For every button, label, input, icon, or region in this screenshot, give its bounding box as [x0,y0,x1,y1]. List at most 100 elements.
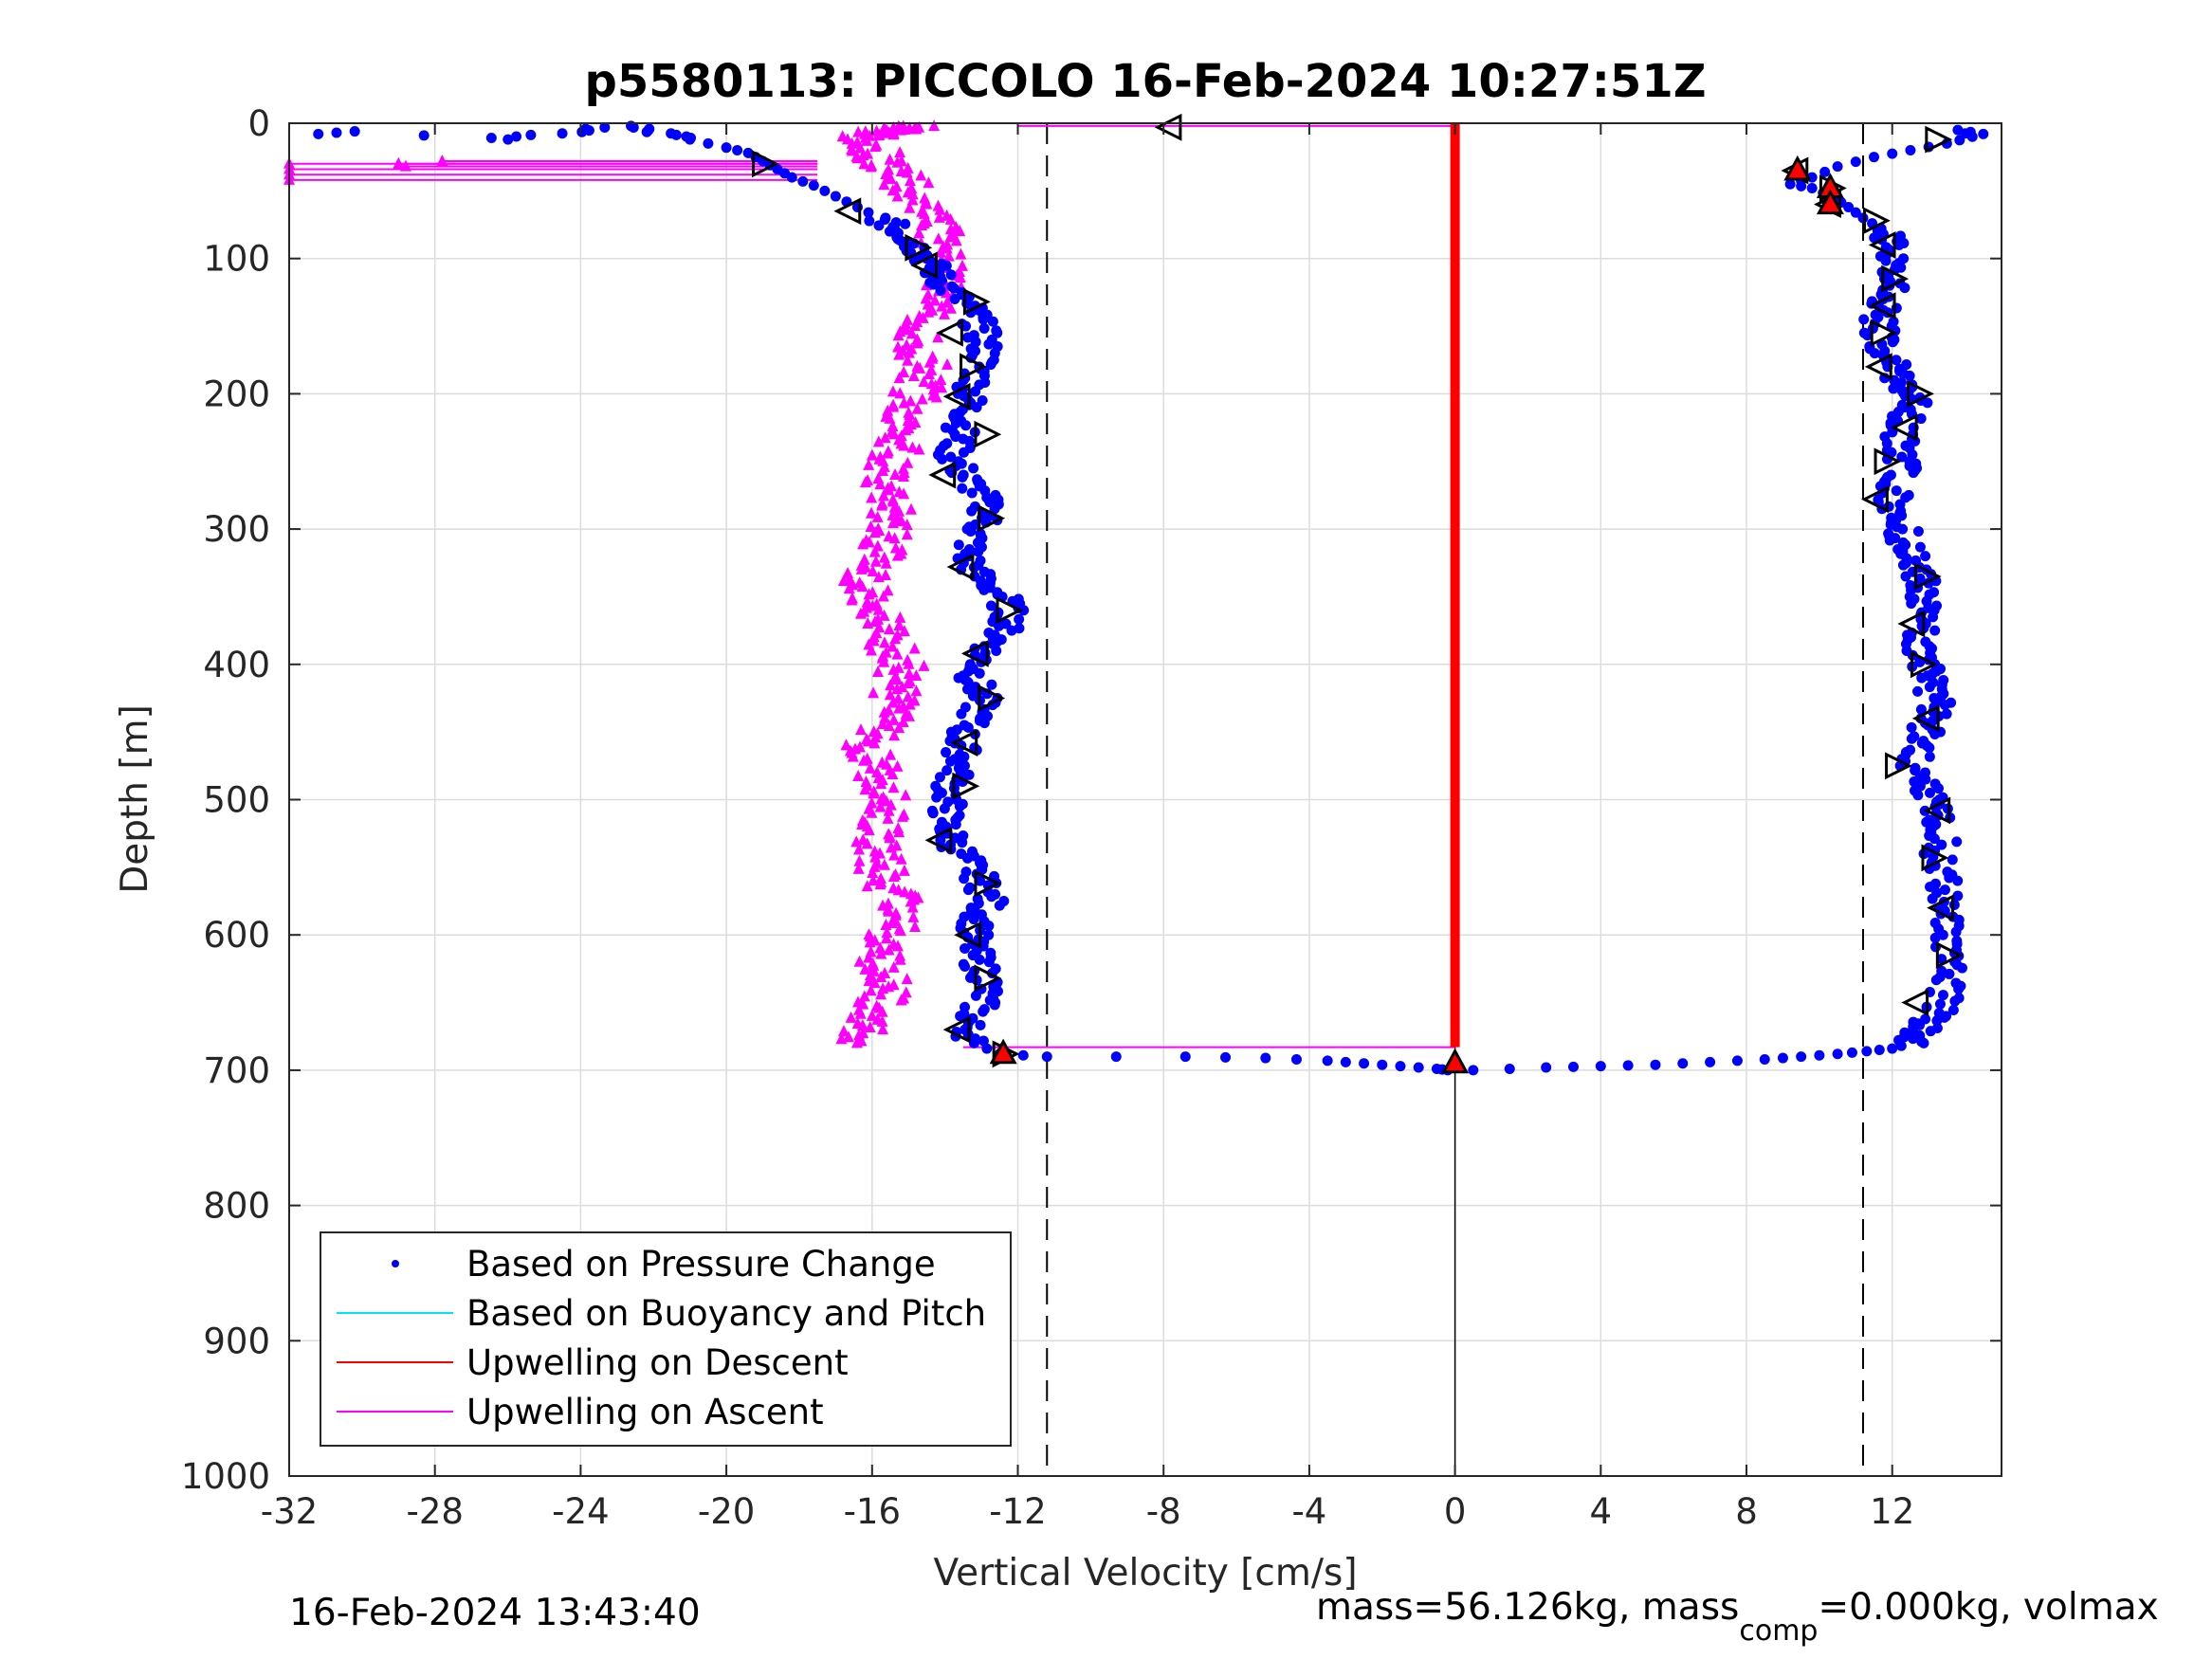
ascent-upwelling-point [941,296,953,308]
ascent-upwelling-point [893,485,905,498]
pressure-change-point [978,1006,989,1017]
red-triangle-marker [1816,189,1844,215]
pressure-change-point [819,185,831,196]
pressure-change-point [525,129,537,140]
ascent-upwelling-point [875,872,887,884]
pressure-change-point [1814,1049,1825,1061]
pressure-change-point [1290,1053,1302,1065]
ascent-upwelling-point [896,681,908,693]
red-triangle-marker [1441,1048,1470,1074]
pressure-change-point [1883,528,1894,539]
ascent-upwelling-point [860,534,872,546]
ascent-upwelling-point [883,828,895,840]
ascent-upwelling-point [879,966,891,978]
pressure-change-point [1919,767,1930,778]
pressure-change-point [957,837,968,848]
pressure-change-point [974,667,985,679]
ascent-upwelling-point [866,796,878,809]
y-tick-label: 300 [203,509,270,550]
descent-triangle-marker [924,826,953,854]
ascent-upwelling-point [897,715,909,727]
pressure-change-point [968,1037,979,1048]
ascent-upwelling-point [911,315,923,327]
pressure-change-point [957,483,968,494]
pressure-change-point [961,852,973,864]
ascent-upwelling-point [871,665,884,677]
ascent-upwelling-point [865,945,877,957]
pressure-change-point [1650,1059,1661,1070]
x-tick-label: -20 [698,1491,755,1532]
pressure-change-point [863,207,874,218]
pressure-change-point [966,505,978,517]
ascent-upwelling-point [950,221,962,233]
ascent-upwelling-point [878,609,890,621]
ascent-upwelling-point [863,458,875,470]
pressure-change-point [945,269,957,281]
pressure-change-point [1951,836,1963,848]
ascent-upwelling-point [893,372,905,384]
x-tick-label: -8 [1146,1491,1181,1532]
ascent-upwelling-point [891,629,904,641]
pressure-change-point [1796,1051,1807,1063]
pressure-change-point [1891,485,1902,497]
ascent-upwelling-point [878,121,890,134]
pressure-change-point [830,191,841,202]
ascent-upwelling-point [892,822,905,834]
ascent-upwelling-point [846,592,858,604]
pressure-change-point [945,451,957,463]
pressure-change-point [1931,600,1943,611]
x-tick-label: 8 [1735,1491,1758,1532]
pressure-change-point [978,314,989,325]
ascent-upwelling-point [915,169,927,181]
ascent-upwelling-point [887,882,900,894]
pressure-change-point [1910,555,1922,566]
pressure-change-point [1906,721,1917,733]
pressure-change-point [1568,1061,1579,1072]
ascent-upwelling-point [860,733,872,745]
ascent-upwelling-point [869,555,882,567]
pressure-change-point [1948,899,1960,910]
pressure-change-point [1819,166,1831,177]
ascent-upwelling-point [897,119,909,132]
ascent-upwelling-point [923,176,935,189]
ascent-upwelling-point [883,943,895,956]
ascent-upwelling-point [837,1025,850,1037]
ascent-upwelling-point [903,666,915,679]
ascent-upwelling-point [927,389,940,401]
pressure-change-point [981,1043,993,1054]
pressure-change-point [1914,541,1926,553]
pressure-change-point [1017,1049,1029,1061]
ascent-upwelling-point [861,595,873,608]
pressure-change-point [1888,316,1899,327]
descent-triangle-marker [935,319,963,347]
ascent-upwelling-point [887,696,899,708]
x-tick-label: -28 [406,1491,463,1532]
ascent-upwelling-point [853,843,866,855]
pressure-change-point [557,128,568,139]
ascent-upwelling-point [918,659,930,671]
y-tick-label: 900 [203,1321,270,1361]
ascent-upwelling-point [858,553,870,565]
pressure-change-point [983,957,995,968]
ascent-upwelling-point [868,725,880,738]
ascent-upwelling-point [862,474,874,486]
ascent-upwelling-point [886,426,898,438]
descent-triangle-marker [962,287,991,316]
pressure-change-point [1900,440,1911,451]
x-tick-label: 0 [1444,1491,1467,1532]
ascent-upwelling-point [908,694,921,706]
ascent-upwelling-point [878,178,890,191]
ascent-upwelling-point [891,759,904,772]
ascent-upwelling-point [870,138,883,151]
ascent-upwelling-point [867,564,879,576]
ascent-upwelling-point [871,539,884,552]
ascent-triangle-marker [1901,989,1929,1016]
ascent-upwelling-point [870,627,883,639]
pressure-change-point [1950,977,1962,989]
pressure-change-point [1914,1030,1926,1041]
ascent-triangle-marker [1927,894,1955,922]
footer-mass-rest: =0.000kg, volmax [1818,1586,2158,1629]
pressure-change-point [1705,1056,1716,1067]
pressure-change-point [1952,124,1964,136]
pressure-change-point [1887,1043,1898,1054]
